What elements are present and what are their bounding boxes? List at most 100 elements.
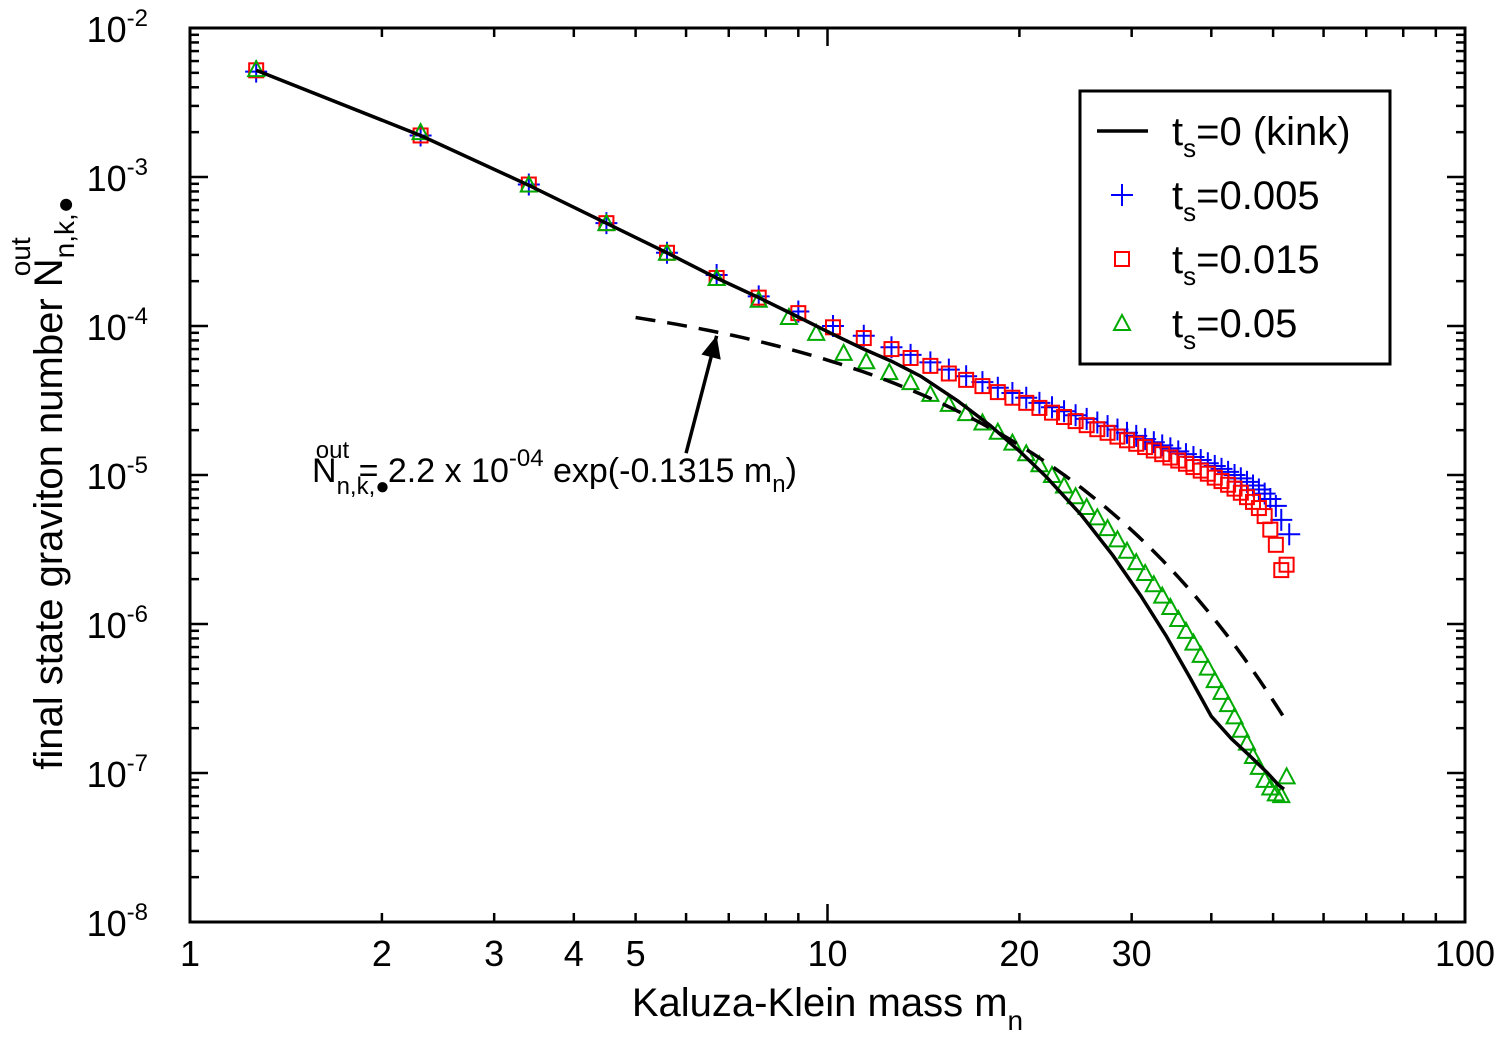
series-1-point [1142,431,1165,454]
series-3-point [1183,632,1204,651]
x-tick-label: 2 [372,933,392,974]
x-tick-label: 100 [1435,933,1495,974]
series-0-line [255,68,1286,791]
series-3-point [1097,518,1118,537]
y-axis-label-sub: n,k,● [49,196,80,258]
y-tick-label: 10-4 [87,303,148,348]
legend-label-rest: =0.015 [1196,238,1319,282]
series-3-point [1231,719,1251,738]
x-axis-label-sub: n [1008,1005,1024,1036]
series-2-point [1109,428,1126,445]
series-3-point [1224,706,1245,725]
annotation-rest-sub: n [772,471,785,498]
series-3-point [920,383,941,402]
series-3-point [1144,574,1164,593]
series-2-point [1267,536,1284,553]
series-2-point [1056,409,1073,426]
legend-label-base: t [1172,174,1183,218]
x-tick-label: 4 [564,933,584,974]
series-3-point [988,421,1008,440]
legend-label-rest: =0.005 [1196,174,1319,218]
y-tick-label: 10-5 [87,452,148,497]
series-layer [245,58,1301,804]
y-tick-mantissa: 10 [87,754,127,795]
y-tick-mantissa: 10 [87,903,127,944]
legend-label: ts=0.015 [1172,238,1320,291]
legend-box [1078,89,1392,366]
series-2-point [883,341,900,358]
y-tick-label: 10-6 [87,601,148,646]
series-3-point [856,351,876,370]
annotation-text: Nn,k,● out = 2.2 x 10-04 exp(-0.1315 mn) [312,437,797,500]
y-tick-label: 10-3 [87,154,148,199]
annotation-rest-close: ) [786,452,797,490]
series-2-point [1067,413,1084,430]
series-2-point [1119,432,1136,449]
series-3-point [1160,596,1181,616]
annotation-rest: exp(-0.1315 m [544,452,773,490]
annotation-eq: = 2.2 x 10 [349,452,509,490]
annotation-exp: -04 [509,445,544,472]
series-2-point [1278,556,1295,573]
series-2-point [1145,442,1162,459]
y-axis-label-sup: out [5,237,36,276]
y-tick-label: 10-8 [87,899,148,944]
legend-label-rest: =0 (kink) [1196,110,1351,154]
x-tick-label: 20 [999,933,1039,974]
y-tick-mantissa: 10 [87,605,127,646]
series-1-point [1264,494,1287,517]
legend-label: ts=0.05 [1172,302,1297,355]
series-3-point [1254,769,1275,788]
annotation-layer: Nn,k,● out = 2.2 x 10-04 exp(-0.1315 mn) [312,315,1286,719]
y-tick-label: 10-2 [87,5,148,50]
legend-label-base: t [1172,302,1183,346]
series-3-point [1152,585,1172,604]
x-tick-label: 10 [807,933,847,974]
legend-label-sub: s [1183,261,1196,291]
y-axis-label-text: final state graviton number N [27,258,71,769]
y-tick-exponent: -5 [127,452,148,479]
x-tick-label: 30 [1112,933,1152,974]
series-3-point [1077,496,1097,515]
legend-label-sub: s [1183,133,1196,163]
series-2-point [855,330,872,347]
label-layer: 1 2 3 4 5 10 20 30 10010-810-710-610-510-410-310… [5,5,1495,1036]
series-3-point [1198,657,1218,676]
y-tick-exponent: -7 [127,750,148,777]
series-3-point [1176,620,1196,639]
series-3-point [1135,562,1155,581]
series-2-point [1078,417,1095,434]
series-1-point [1270,508,1293,531]
series-3-point [1266,783,1286,802]
series-1-point [1278,523,1301,546]
series-2-point [1137,439,1154,456]
annotation-n-sup: out [316,437,350,464]
legend-label: ts=0 (kink) [1172,110,1351,163]
x-axis-label-text: Kaluza-Klein mass m [632,981,1008,1025]
series-3-point [1117,540,1137,559]
series-3-point [1191,644,1211,663]
series-2-point [248,62,265,79]
annotation-n-sub: n,k,● [337,473,390,500]
series-3-point [246,58,266,78]
x-axis-label: Kaluza-Klein mass mn [632,981,1023,1036]
plot-frame [188,26,1467,924]
series-3-point [1211,681,1232,700]
y-axis-label: final state graviton number Nn,k,● out [5,196,80,769]
series-3-point [806,322,826,341]
y-tick-mantissa: 10 [87,307,127,348]
series-2-point [1273,562,1290,579]
legend-label: ts=0.005 [1172,174,1320,227]
y-tick-mantissa: 10 [87,9,127,50]
legend-label-rest: =0.05 [1196,302,1297,346]
x-tick-label: 3 [484,933,504,974]
series-3-point [900,372,921,391]
fit-curve [635,315,1286,719]
series-2-point [958,371,975,388]
series-3-point [1107,529,1128,548]
series-3-point [833,342,854,361]
legend-label-sub: s [1183,197,1196,227]
series-3-point [1087,507,1107,526]
